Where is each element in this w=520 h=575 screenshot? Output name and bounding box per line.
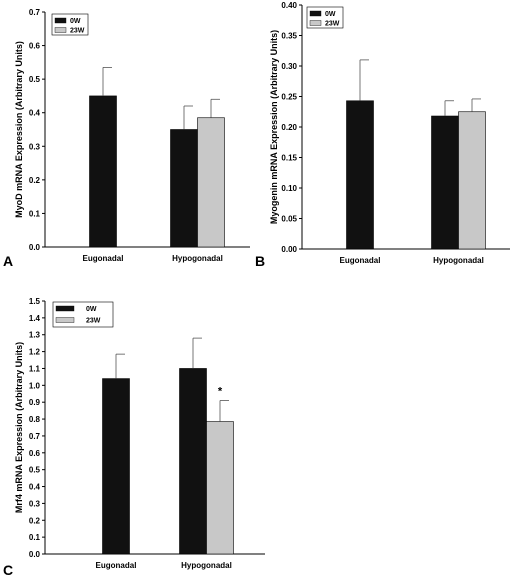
y-tick-label: 0.0 xyxy=(29,550,41,559)
legend-swatch-0w xyxy=(55,305,75,312)
y-axis-title: MyoD mRNA Expression (Arbitrary Units) xyxy=(14,41,24,218)
x-category-label: Hypogonadal xyxy=(172,254,223,263)
legend-swatch-0w xyxy=(54,17,67,24)
y-tick-label: 1.5 xyxy=(29,297,41,306)
legend-label: 0W xyxy=(70,18,81,25)
y-tick-label: 0.9 xyxy=(29,398,41,407)
y-tick-label: 0.20 xyxy=(281,123,297,132)
myogenin-bar-chart: 0.00 0.05 0.10 0.15 0.20 0.25 0.30 0.35 0.40 Myog… xyxy=(255,1,510,269)
y-tick-label: 0.2 xyxy=(29,176,41,185)
legend-swatch-0w xyxy=(309,10,322,17)
y-tick-label: 0.7 xyxy=(29,8,41,17)
y-tick-label: 0.30 xyxy=(281,62,297,71)
y-tick-label: 1.4 xyxy=(29,314,41,323)
x-category-label: Eugonadal xyxy=(96,561,137,570)
y-tick-label: 0.15 xyxy=(281,154,297,163)
y-axis-title: Myogenin mRNA Expression (Arbitrary Unit… xyxy=(269,30,279,224)
y-tick-label: 0.05 xyxy=(281,215,297,224)
chart-panel-a: 0.0 0.1 0.2 0.3 0.4 0.5 0.6 0.7 MyoD mRNA Expres… xyxy=(0,0,260,270)
legend-swatch-23w xyxy=(54,27,67,33)
legend-label: 0W xyxy=(86,306,97,313)
y-tick-label: 1.3 xyxy=(29,331,41,340)
bar-0w-hypogonadal xyxy=(179,368,207,555)
bar-23w-hypogonadal xyxy=(458,111,486,250)
legend-label: 23W xyxy=(86,318,101,325)
y-tick-label: 0.0 xyxy=(29,243,41,252)
y-tick-label: 0.5 xyxy=(29,466,41,475)
y-tick-label: 1.1 xyxy=(29,364,41,373)
y-tick-label: 0.4 xyxy=(29,109,41,118)
y-tick-label: 1.2 xyxy=(29,348,41,357)
legend-swatch-23w xyxy=(309,20,322,26)
y-tick-label: 0.00 xyxy=(281,245,297,254)
panel-letter: B xyxy=(255,253,265,269)
y-tick-label: 0.35 xyxy=(281,32,297,41)
myod-bar-chart: 0.0 0.1 0.2 0.3 0.4 0.5 0.6 0.7 MyoD mRNA Expres… xyxy=(3,8,250,269)
y-tick-label: 0.10 xyxy=(281,184,297,193)
bar-23w-hypogonadal xyxy=(197,117,225,248)
legend-label: 23W xyxy=(70,28,85,35)
bar-0w-eugonadal xyxy=(346,100,374,250)
y-tick-label: 0.6 xyxy=(29,42,41,51)
legend-label: 23W xyxy=(325,21,340,28)
y-tick-label: 0.25 xyxy=(281,93,297,102)
bar-0w-hypogonadal xyxy=(431,115,459,250)
y-axis-title: Mrf4 mRNA Expression (Arbitrary Units) xyxy=(14,342,24,513)
x-category-label: Hypogonadal xyxy=(181,561,232,570)
bar-0w-eugonadal xyxy=(89,95,117,248)
bar-0w-eugonadal xyxy=(102,378,130,555)
y-tick-label: 0.1 xyxy=(29,209,41,218)
y-tick-label: 0.3 xyxy=(29,142,41,151)
legend-box xyxy=(52,301,114,328)
panel-letter: C xyxy=(3,562,13,575)
y-tick-label: 1.0 xyxy=(29,381,41,390)
y-tick-label: 0.8 xyxy=(29,415,41,424)
significance-marker: * xyxy=(218,386,223,398)
x-category-label: Eugonadal xyxy=(340,256,381,265)
y-tick-label: 0.6 xyxy=(29,449,41,458)
mrf4-bar-chart: 0.0 0.1 0.2 0.3 0.4 0.5 0.6 0.7 0.8 0.9 1.0 1.1 1.2 1… xyxy=(3,297,265,575)
y-tick-label: 0.2 xyxy=(29,516,41,525)
chart-panel-c: 0.0 0.1 0.2 0.3 0.4 0.5 0.6 0.7 0.8 0.9 1.0 1.1 1.2 1… xyxy=(0,290,300,575)
x-category-label: Hypogonadal xyxy=(433,256,484,265)
legend-label: 0W xyxy=(325,11,336,18)
chart-panel-b: 0.00 0.05 0.10 0.15 0.20 0.25 0.30 0.35 0.40 Myog… xyxy=(255,0,520,270)
panel-letter: A xyxy=(3,253,13,269)
y-tick-label: 0.1 xyxy=(29,533,41,542)
y-tick-label: 0.4 xyxy=(29,483,41,492)
bar-23w-hypogonadal xyxy=(206,421,234,555)
y-tick-label: 0.5 xyxy=(29,75,41,84)
y-tick-label: 0.40 xyxy=(281,1,297,10)
legend-swatch-23w xyxy=(55,317,75,323)
y-tick-label: 0.3 xyxy=(29,499,41,508)
bar-0w-hypogonadal xyxy=(170,129,198,248)
x-category-label: Eugonadal xyxy=(83,254,124,263)
y-tick-label: 0.7 xyxy=(29,432,41,441)
